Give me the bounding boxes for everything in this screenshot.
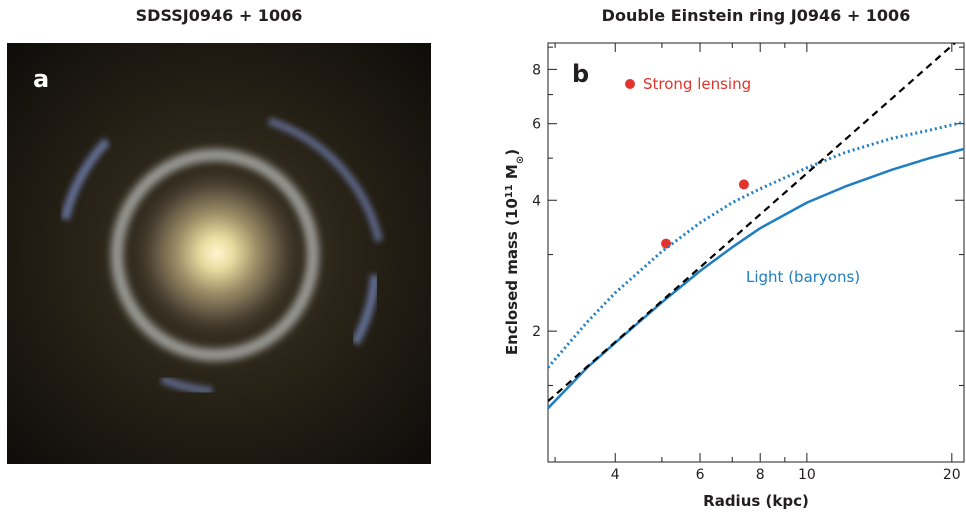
dashed-model-line <box>548 43 956 403</box>
outer-einstein-ring-arc <box>160 375 213 395</box>
dotted-model-line <box>548 120 964 369</box>
y-tick-label: 4 <box>532 193 541 209</box>
x-tick-label: 4 <box>611 467 620 483</box>
galaxy-image: a <box>7 43 431 464</box>
light-baryons-line <box>548 147 964 410</box>
x-tick-label: 6 <box>696 467 705 483</box>
panel-b-label: b <box>572 60 589 88</box>
panel-a-title: SDSSJ0946 + 1006 <box>135 6 303 25</box>
y-tick-label: 2 <box>532 324 541 340</box>
outer-einstein-ring-arc <box>351 274 380 346</box>
outer-einstein-ring-arc <box>267 117 383 242</box>
series-label-light: Light (baryons) <box>746 268 860 286</box>
y-tick-label: 6 <box>532 117 541 133</box>
strong-lensing-point <box>738 179 749 190</box>
outer-einstein-ring-arc <box>60 137 111 221</box>
galaxy-core <box>127 163 307 343</box>
legend-marker-strong-lensing <box>625 79 635 89</box>
x-tick-label: 20 <box>943 467 961 483</box>
panel-a-label: a <box>33 65 49 93</box>
legend-label-strong-lensing: Strong lensing <box>643 75 751 93</box>
plot-frame <box>547 42 965 463</box>
x-tick-label: 8 <box>756 467 765 483</box>
y-axis-title: Enclosed mass (1011 M⊙) <box>503 149 526 355</box>
chart-title: Double Einstein ring J0946 + 1006 <box>601 6 911 25</box>
x-axis-title: Radius (kpc) <box>703 492 809 510</box>
y-tick-label: 8 <box>532 62 541 78</box>
inner-einstein-ring <box>111 149 319 361</box>
x-tick-label: 10 <box>798 467 816 483</box>
